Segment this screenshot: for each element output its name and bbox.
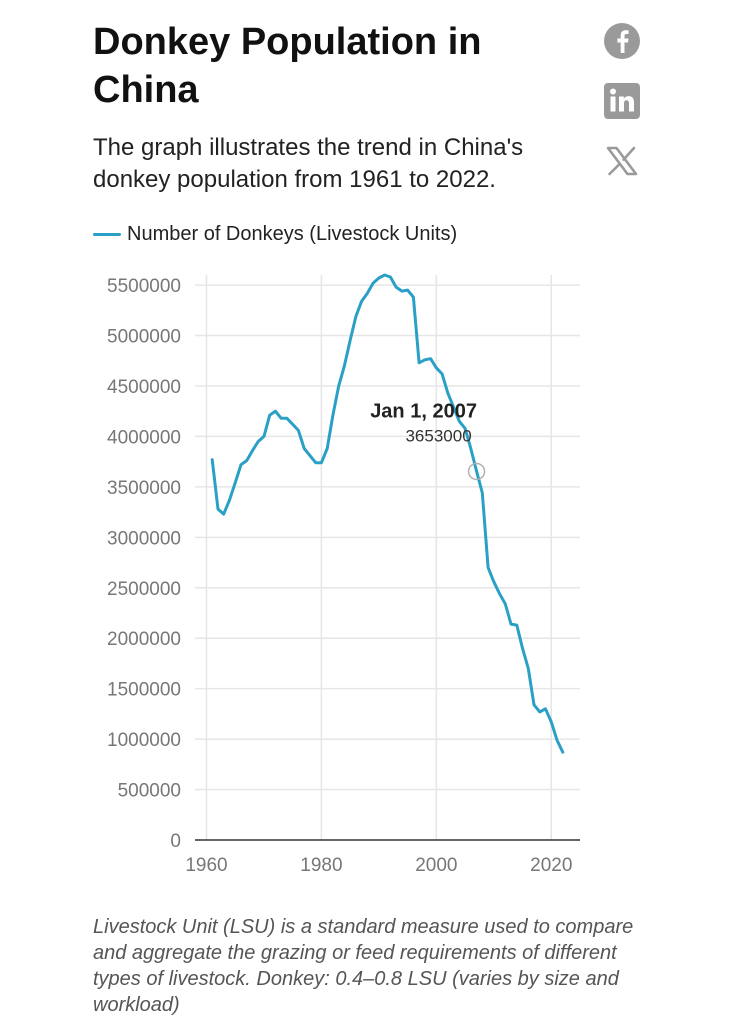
y-tick-label: 2000000 [107,629,181,650]
x-tick-label: 2020 [530,855,572,876]
y-tick-label: 500000 [118,781,181,802]
legend-label: Number of Donkeys (Livestock Units) [127,222,458,245]
chart-grid [195,275,580,840]
legend-swatch [93,232,121,236]
x-tick-label: 1980 [300,855,342,876]
y-tick-label: 2500000 [107,579,181,600]
x-axis-ticks: 1960 1980 2000 2020 [185,855,572,876]
y-tick-label: 0 [170,831,181,852]
y-tick-label: 4000000 [107,427,181,448]
x-icon[interactable] [603,142,641,180]
y-tick-label: 5500000 [107,276,181,297]
series-line-donkeys [210,273,565,754]
linkedin-icon[interactable] [603,82,641,120]
page-title: Donkey Population in China [93,21,482,111]
y-tick-label: 3000000 [107,528,181,549]
y-tick-label: 4500000 [107,377,181,398]
x-tick-label: 1960 [185,855,227,876]
y-axis-ticks: 0 500000 1000000 1500000 2000000 2500000 30000… [107,276,181,852]
tooltip-marker [467,462,486,481]
x-tick-label: 2000 [415,855,457,876]
line-chart[interactable]: 0 500000 1000000 1500000 2000000 2500000 30000… [0,255,738,885]
y-tick-label: 1500000 [107,680,181,701]
y-tick-label: 3500000 [107,478,181,499]
page-subtitle: The graph illustrates the trend in China… [93,134,524,193]
tooltip-date: Jan 1, 2007 [370,400,477,422]
chart-legend[interactable]: Number of Donkeys (Livestock Units) [93,219,457,249]
facebook-icon[interactable] [603,22,641,60]
y-tick-label: 1000000 [107,730,181,751]
chart-footnote: Livestock Unit (LSU) is a standard measu… [93,916,634,1016]
y-tick-label: 5000000 [107,327,181,348]
tooltip-value: 3653000 [405,426,471,445]
